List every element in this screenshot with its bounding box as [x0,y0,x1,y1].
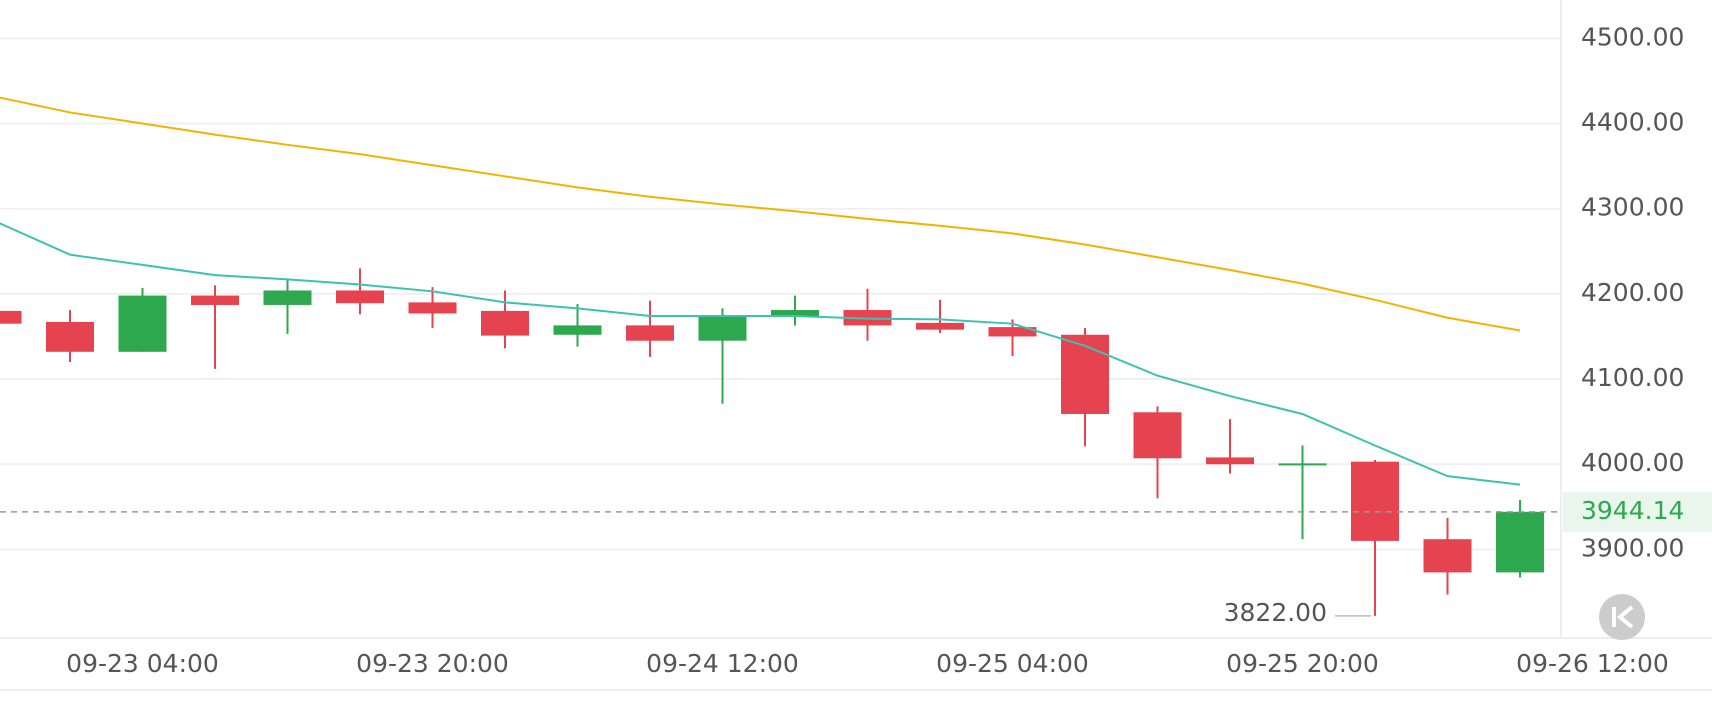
candle-body [481,310,529,336]
x-tick-label: 09-23 04:00 [66,649,219,678]
candle-body [1206,457,1254,465]
candle-body [1278,463,1327,466]
candle-body [46,321,94,352]
candle-body [0,310,22,324]
reset-button[interactable] [1599,594,1645,640]
candle-body [1351,461,1399,541]
candle-body [336,290,384,304]
y-tick-label: 4200.00 [1581,278,1684,307]
y-tick-label: 4400.00 [1581,108,1684,137]
y-tick-label: 3900.00 [1581,533,1684,562]
x-tick-label: 09-26 12:00 [1516,649,1669,678]
candle-body [626,325,674,341]
last-price-label: 3944.14 [1581,496,1684,525]
candle-body [118,295,167,352]
candle-body [408,302,457,314]
x-tick-label: 09-25 20:00 [1226,649,1379,678]
y-tick-label: 4300.00 [1581,193,1684,222]
candle-body [1423,539,1472,573]
y-tick-label: 4100.00 [1581,363,1684,392]
x-tick-label: 09-23 20:00 [356,649,509,678]
x-tick-label: 09-24 12:00 [646,649,799,678]
y-tick-label: 4000.00 [1581,448,1684,477]
button-icon [1612,605,1634,629]
ma-line [0,96,1521,332]
candle-body [1061,334,1109,414]
candle-body [916,322,964,330]
candle-body [698,316,747,341]
candle-body [771,310,819,317]
y-tick-label: 4500.00 [1581,22,1684,51]
candle-body [263,290,312,305]
ma-line [0,222,1521,486]
candle-body [1133,412,1182,459]
x-tick-label: 09-25 04:00 [936,649,1089,678]
candle-body [553,325,602,335]
last-price-badge [1563,491,1712,532]
candle-body [988,327,1037,337]
candle-body [191,295,239,305]
low-label: 3822.00 [1224,598,1327,627]
candle-body [1496,511,1544,573]
